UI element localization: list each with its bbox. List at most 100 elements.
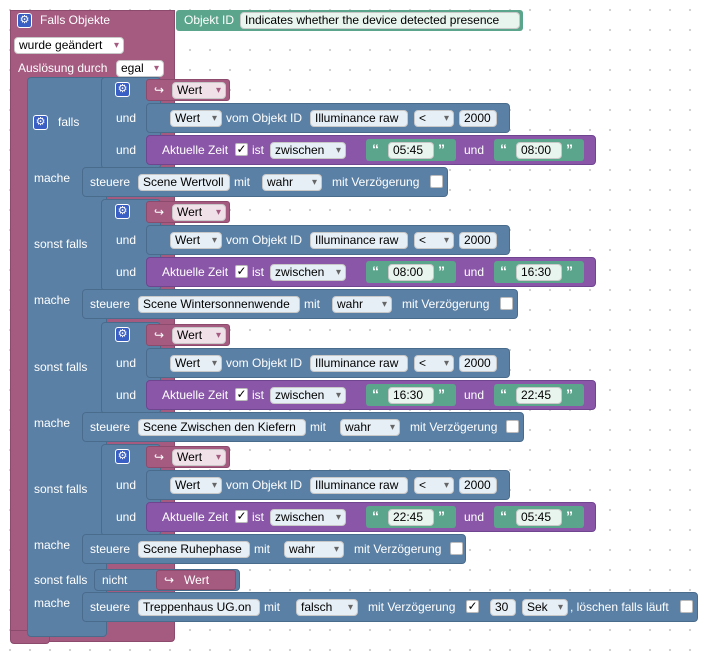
with-label: mit xyxy=(234,175,250,189)
delay-checkbox-checked[interactable]: ✓ xyxy=(466,599,479,613)
object-field[interactable]: Illuminance raw xyxy=(310,232,408,249)
and-gear-icon[interactable]: ⚙ xyxy=(115,204,130,219)
operator-dropdown[interactable]: < xyxy=(414,232,454,249)
clear-checkbox[interactable] xyxy=(680,600,693,613)
open-quote-icon: “ xyxy=(372,263,379,279)
delay-value-field[interactable]: 30 xyxy=(490,599,516,616)
between-dropdown[interactable]: zwischen xyxy=(270,142,346,159)
label-mache: mache xyxy=(34,293,71,307)
between-dropdown[interactable]: zwischen xyxy=(270,509,346,526)
target-field[interactable]: Scene Zwischen den Kiefern xyxy=(138,419,306,436)
start-time-field[interactable]: 05:45 xyxy=(388,142,434,159)
bool-dropdown[interactable]: wahr xyxy=(262,174,322,191)
with-label: mit xyxy=(310,420,326,434)
object-field[interactable]: Illuminance raw xyxy=(310,110,408,127)
delay-checkbox[interactable] xyxy=(430,175,443,188)
with-label: mit xyxy=(254,542,270,556)
delay-checkbox[interactable] xyxy=(506,420,519,433)
bool-dropdown[interactable]: wahr xyxy=(340,419,400,436)
object-field[interactable]: Illuminance raw xyxy=(310,477,408,494)
value-dropdown[interactable]: Wert xyxy=(170,477,222,494)
with-label: mit xyxy=(304,297,320,311)
label-mache: mache xyxy=(34,171,71,185)
checkbox-checked[interactable]: ✓ xyxy=(235,387,248,401)
target-field[interactable]: Treppenhaus UG.on xyxy=(138,599,260,616)
clear-running-label: , löschen falls läuft xyxy=(570,600,669,614)
value-dropdown[interactable]: Wert xyxy=(170,232,222,249)
value-dropdown[interactable]: Wert xyxy=(170,355,222,372)
variable-dropdown[interactable]: Wert xyxy=(172,327,226,344)
and-gear-icon[interactable]: ⚙ xyxy=(115,327,130,342)
threshold-field[interactable]: 2000 xyxy=(459,477,497,494)
label-mache: mache xyxy=(34,538,71,552)
bool-dropdown[interactable]: wahr xyxy=(284,541,344,558)
operator-dropdown[interactable]: < xyxy=(414,355,454,372)
close-quote-icon: ” xyxy=(438,263,445,279)
checkbox-checked[interactable]: ✓ xyxy=(235,264,248,278)
delay-unit-dropdown[interactable]: Sek xyxy=(522,599,568,616)
variable-dropdown[interactable]: Wert xyxy=(172,449,226,466)
delay-label: mit Verzögerung xyxy=(354,542,442,556)
and-gear-icon[interactable]: ⚙ xyxy=(115,82,130,97)
target-field[interactable]: Scene Wintersonnenwende xyxy=(138,296,300,313)
between-dropdown[interactable]: zwischen xyxy=(270,387,346,404)
target-field[interactable]: Scene Wertvoll xyxy=(138,174,230,191)
checkbox-checked[interactable]: ✓ xyxy=(235,142,248,156)
bool-dropdown[interactable]: falsch xyxy=(296,599,358,616)
checkbox-checked[interactable]: ✓ xyxy=(235,509,248,523)
variable-arrow-icon: ↪ xyxy=(154,83,165,97)
and-gear-icon[interactable]: ⚙ xyxy=(115,449,130,464)
operator-dropdown[interactable]: < xyxy=(414,110,454,127)
control-label: steuere xyxy=(90,600,131,614)
object-id-field[interactable]: Indicates whether the device detected pr… xyxy=(240,12,520,29)
wert-variable-block[interactable] xyxy=(156,570,236,590)
close-quote-icon: ” xyxy=(566,263,573,279)
variable-dropdown[interactable]: Wert xyxy=(172,82,226,99)
label-mache: mache xyxy=(34,416,71,430)
trigger-by-dropdown[interactable]: egal xyxy=(116,60,164,77)
event-gear-icon[interactable]: ⚙ xyxy=(17,13,32,28)
variable-dropdown[interactable]: Wert xyxy=(172,204,226,221)
end-time-field[interactable]: 08:00 xyxy=(516,142,562,159)
control-label: steuere xyxy=(90,542,131,556)
threshold-field[interactable]: 2000 xyxy=(459,110,497,127)
label-und: und xyxy=(116,510,137,524)
operator-dropdown[interactable]: < xyxy=(414,477,454,494)
open-quote-icon: “ xyxy=(500,141,507,157)
if-gear-icon[interactable]: ⚙ xyxy=(33,115,48,130)
start-time-field[interactable]: 08:00 xyxy=(388,264,434,281)
label-falls: falls xyxy=(58,115,80,129)
delay-label: mit Verzögerung xyxy=(368,600,456,614)
target-field[interactable]: Scene Ruhephase xyxy=(138,541,250,558)
current-time-label: Aktuelle Zeit xyxy=(162,265,229,279)
object-field[interactable]: Illuminance raw xyxy=(310,355,408,372)
changed-dropdown[interactable]: wurde geändert xyxy=(14,37,124,54)
start-time-field[interactable]: 16:30 xyxy=(388,387,434,404)
label-und: und xyxy=(116,356,137,370)
delay-label: mit Verzögerung xyxy=(332,175,420,189)
end-time-field[interactable]: 22:45 xyxy=(516,387,562,404)
open-quote-icon: “ xyxy=(500,386,507,402)
threshold-field[interactable]: 2000 xyxy=(459,355,497,372)
between-dropdown[interactable]: zwischen xyxy=(270,264,346,281)
from-object-label: vom Objekt ID xyxy=(226,356,303,370)
event-title: Falls Objekte xyxy=(40,13,111,27)
delay-checkbox[interactable] xyxy=(450,542,463,555)
current-time-label: Aktuelle Zeit xyxy=(162,143,229,157)
is-label: ist xyxy=(252,510,264,524)
is-label: ist xyxy=(252,388,264,402)
end-time-field[interactable]: 05:45 xyxy=(516,509,562,526)
delay-label: mit Verzögerung xyxy=(402,297,490,311)
with-label: mit xyxy=(264,600,280,614)
end-time-field[interactable]: 16:30 xyxy=(516,264,562,281)
value-dropdown[interactable]: Wert xyxy=(170,110,222,127)
bool-dropdown[interactable]: wahr xyxy=(332,296,392,313)
delay-checkbox[interactable] xyxy=(500,297,513,310)
open-quote-icon: “ xyxy=(500,508,507,524)
threshold-field[interactable]: 2000 xyxy=(459,232,497,249)
and-time-label: und xyxy=(464,143,485,157)
label-mache: mache xyxy=(34,596,71,610)
label-und: und xyxy=(116,233,137,247)
start-time-field[interactable]: 22:45 xyxy=(388,509,434,526)
object-id-label: Objekt ID xyxy=(184,13,235,27)
